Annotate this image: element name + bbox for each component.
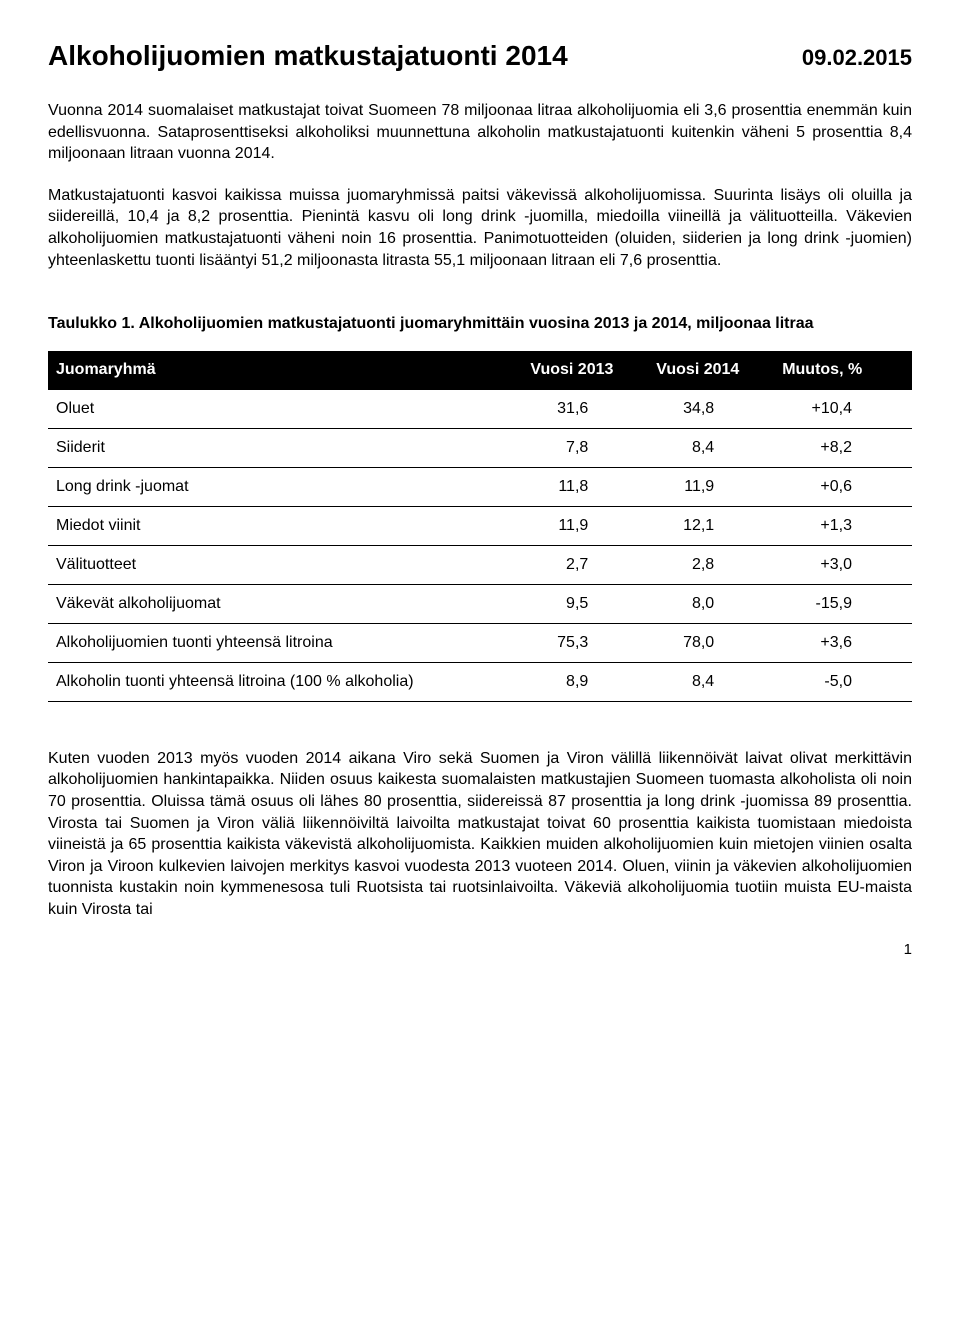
row-value-change: +1,3 [774,506,912,545]
row-value-2014: 2,8 [648,545,774,584]
table-caption: Taulukko 1. Alkoholijuomien matkustajatu… [48,313,912,335]
document-date: 09.02.2015 [802,45,912,71]
table-row: Alkoholijuomien tuonti yhteensä litroina… [48,623,912,662]
row-value-change: +3,0 [774,545,912,584]
row-label: Alkoholin tuonti yhteensä litroina (100 … [48,662,522,701]
table-row: Oluet 31,6 34,8 +10,4 [48,389,912,428]
page-title: Alkoholijuomien matkustajatuonti 2014 [48,40,568,72]
row-value-2013: 31,6 [522,389,648,428]
row-value-2013: 8,9 [522,662,648,701]
table-row: Siiderit 7,8 8,4 +8,2 [48,428,912,467]
footer-paragraph: Kuten vuoden 2013 myös vuoden 2014 aikan… [48,748,912,921]
table-row: Miedot viinit 11,9 12,1 +1,3 [48,506,912,545]
table-row: Alkoholin tuonti yhteensä litroina (100 … [48,662,912,701]
row-value-2013: 7,8 [522,428,648,467]
row-label: Long drink -juomat [48,467,522,506]
row-value-change: +3,6 [774,623,912,662]
paragraph-2: Matkustajatuonti kasvoi kaikissa muissa … [48,185,912,271]
row-label: Alkoholijuomien tuonti yhteensä litroina [48,623,522,662]
col-header-2013: Vuosi 2013 [522,351,648,390]
table-row: Välituotteet 2,7 2,8 +3,0 [48,545,912,584]
row-label: Miedot viinit [48,506,522,545]
row-label: Välituotteet [48,545,522,584]
row-value-2014: 11,9 [648,467,774,506]
header-row: Alkoholijuomien matkustajatuonti 2014 09… [48,40,912,72]
row-value-change: +0,6 [774,467,912,506]
row-label: Siiderit [48,428,522,467]
col-header-change: Muutos, % [774,351,912,390]
row-value-2013: 75,3 [522,623,648,662]
data-table: Juomaryhmä Vuosi 2013 Vuosi 2014 Muutos,… [48,351,912,702]
row-value-2013: 9,5 [522,584,648,623]
row-value-2014: 12,1 [648,506,774,545]
row-value-2014: 8,4 [648,662,774,701]
row-label: Väkevät alkoholijuomat [48,584,522,623]
row-value-2014: 78,0 [648,623,774,662]
row-value-2013: 11,8 [522,467,648,506]
table-row: Väkevät alkoholijuomat 9,5 8,0 -15,9 [48,584,912,623]
row-value-change: +8,2 [774,428,912,467]
row-value-2014: 8,4 [648,428,774,467]
page-number: 1 [48,941,912,958]
paragraph-1: Vuonna 2014 suomalaiset matkustajat toiv… [48,100,912,165]
row-value-change: -15,9 [774,584,912,623]
row-value-change: -5,0 [774,662,912,701]
row-value-2013: 2,7 [522,545,648,584]
col-header-2014: Vuosi 2014 [648,351,774,390]
table-row: Long drink -juomat 11,8 11,9 +0,6 [48,467,912,506]
row-label: Oluet [48,389,522,428]
row-value-2014: 34,8 [648,389,774,428]
row-value-2013: 11,9 [522,506,648,545]
col-header-group: Juomaryhmä [48,351,522,390]
row-value-2014: 8,0 [648,584,774,623]
row-value-change: +10,4 [774,389,912,428]
table-header-row: Juomaryhmä Vuosi 2013 Vuosi 2014 Muutos,… [48,351,912,390]
